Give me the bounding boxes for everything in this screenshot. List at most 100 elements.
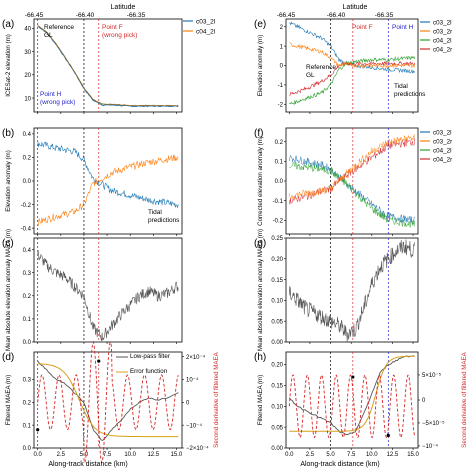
series-second-derivative xyxy=(288,374,416,439)
panel-label: (d) xyxy=(2,352,14,363)
series-c04_2r xyxy=(289,134,415,200)
x-tick-label: 12.5 xyxy=(147,452,159,458)
plot-frame xyxy=(285,127,419,235)
y-axis-label: Mean absolute elevation anomaly MAEA (m) xyxy=(257,229,264,351)
y-tick-label: 20 xyxy=(24,73,31,79)
x-tick-label: 0.0 xyxy=(34,452,43,458)
annotation-reference: Reference xyxy=(44,24,74,31)
y-tick-label: -1 xyxy=(278,83,284,89)
annotation-wrong-pick-f: (wrong pick) xyxy=(102,32,137,39)
x-tick-label: 15.0 xyxy=(407,452,419,458)
legend-label-c03_2l: c03_2l xyxy=(196,19,216,26)
series-maea xyxy=(289,239,415,342)
marker-point-h xyxy=(36,428,40,432)
latitude-label-right: Latitude xyxy=(343,4,368,11)
panel-label: (e) xyxy=(254,19,266,30)
lat-tick-right-2: -66.40 xyxy=(327,12,346,19)
panel-g: (g)Mean absolute elevation anomaly MAEA … xyxy=(254,229,419,351)
marker-point-f xyxy=(351,375,355,379)
y2-tick-label: 5×10⁻⁵ xyxy=(422,372,442,379)
y-tick-label: 0.2 xyxy=(23,400,32,406)
y-tick-label: 2 xyxy=(280,25,284,31)
x-tick-label: 2.5 xyxy=(57,452,66,458)
panel-label: (c) xyxy=(2,238,14,249)
y-tick-label: 0.0 xyxy=(23,340,32,346)
series-c04_2l xyxy=(37,154,179,227)
series-c04_2l xyxy=(37,25,179,107)
y2-tick-label: −2×10⁻⁴ xyxy=(186,445,209,452)
y-tick-label: 0.0 xyxy=(23,446,32,452)
y-tick-label: 30 xyxy=(24,50,31,56)
plot-frame xyxy=(285,237,419,343)
series-maea xyxy=(37,249,179,342)
annotation-point-h: Point H xyxy=(392,24,414,31)
y-tick-label: 10 xyxy=(24,96,31,102)
y-tick-label: 0.1 xyxy=(23,423,32,429)
legend-label-c04_2l: c04_2l xyxy=(196,29,216,36)
y-axis-label: ICESat-2 elevation (m) xyxy=(5,34,12,97)
marker-point-h xyxy=(386,433,390,438)
lat-tick-left-3: -66.35 xyxy=(127,12,146,19)
lat-tick-right-3: -66.35 xyxy=(375,12,394,19)
plot-frame xyxy=(33,237,183,343)
panel-label: (h) xyxy=(254,352,266,363)
x-tick-label: 10.0 xyxy=(124,452,136,458)
panel-b: (b) Elevation anomaly (m) -0.4 -0.2 0.0 0.2 0.… xyxy=(2,127,183,236)
legend-label-c04_2l: c04_2l xyxy=(433,38,452,45)
y-tick-label: 0 xyxy=(280,64,284,70)
legend-label-c03_2l: c03_2l xyxy=(433,20,452,27)
marker-point-f xyxy=(97,359,101,363)
y-tick-label: 0.2 xyxy=(23,156,32,162)
plot-frame xyxy=(33,18,183,113)
y2-tick-label: 10⁻⁴ xyxy=(186,377,199,384)
annotation-gl: GL xyxy=(306,72,315,79)
y-tick-label: 0.20 xyxy=(271,363,283,369)
y-tick-label: -0.2 xyxy=(273,218,284,224)
legend-label-c03_2l: c03_2l xyxy=(433,130,452,137)
panel-c: (c)Mean absolute elevation anomaly MAEA … xyxy=(2,229,183,351)
y2-tick-label: 0 xyxy=(422,398,426,404)
right-latitude-axis: Latitude -66.45 -66.40 -66.35 xyxy=(277,4,394,19)
x-tick-label: 15.0 xyxy=(171,452,183,458)
y-tick-label: 1 xyxy=(280,44,284,50)
panel-e: (e) Elevation anomaly (m) -2 -1 0 1 2 Reference… xyxy=(254,18,452,114)
lat-tick-right-1: -66.45 xyxy=(277,12,296,19)
y-tick-label: 0.05 xyxy=(271,319,283,325)
y-tick-label: 0.25 xyxy=(271,236,283,242)
series-low-pass xyxy=(288,355,415,436)
latitude-label-left: Latitude xyxy=(111,4,136,11)
series-second-derivative xyxy=(37,340,179,464)
panel-label: (f) xyxy=(254,128,263,139)
annotation-point-h: Point H xyxy=(40,91,62,98)
y-tick-label: 0.3 xyxy=(23,271,32,277)
left-latitude-axis: Latitude -66.45 -66.40 -66.35 xyxy=(25,4,146,19)
series-c03_2l xyxy=(37,140,179,209)
y-tick-label: -0.4 xyxy=(21,226,32,232)
y-tick-label: -0.2 xyxy=(21,203,32,209)
annotation-predictions: predictions xyxy=(148,217,180,224)
x-tick-label: 5.0 xyxy=(326,452,335,458)
annotation-tidal: Tidal xyxy=(148,209,162,216)
legend-label-c03_2r: c03_2r xyxy=(433,29,452,36)
y-tick-label: 0.05 xyxy=(271,425,283,431)
series-error-function xyxy=(289,355,415,432)
annotation-point-f: Point F xyxy=(352,24,373,31)
y2-tick-label: 0 xyxy=(186,400,190,406)
y-axis-label: Mean absolute elevation anomaly MAEA (m) xyxy=(5,229,12,351)
y-tick-label: 0.00 xyxy=(271,340,283,346)
y-tick-label: -0.1 xyxy=(273,199,284,205)
y-tick-label: 0.10 xyxy=(271,299,283,305)
annotation-tidal: Tidal xyxy=(394,83,408,90)
panel-label: (a) xyxy=(2,19,14,30)
y-axis-label: Elevation anomaly (m) xyxy=(5,150,12,212)
y-axis-label: Corrected elevation anomaly (m) xyxy=(257,136,264,226)
y-tick-label: 40 xyxy=(24,27,31,33)
lat-tick-left-1: -66.45 xyxy=(25,12,44,19)
panel-label: (g) xyxy=(254,238,266,249)
y-tick-label: 0.4 xyxy=(23,248,32,254)
y-tick-label: 0.10 xyxy=(271,404,283,410)
y-tick-label: 0.1 xyxy=(23,317,32,323)
y-axis-label: Filtered MAEA (m) xyxy=(257,375,264,426)
y2-tick-label: −5×10⁻⁵ xyxy=(422,420,445,427)
y-tick-label: 0.20 xyxy=(271,257,283,263)
